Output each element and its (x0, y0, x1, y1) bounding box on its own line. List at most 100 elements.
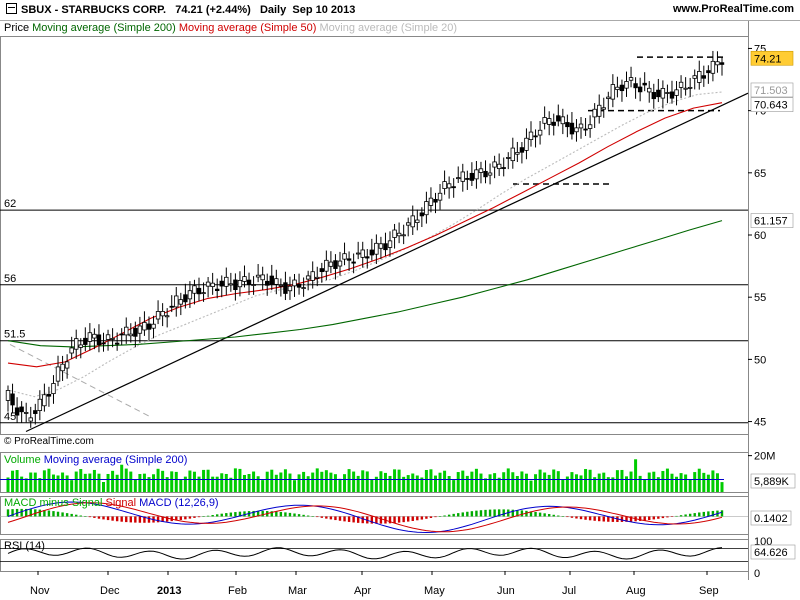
volume-bar (447, 476, 451, 492)
macd-hist-bar (329, 516, 333, 520)
candle-body (33, 410, 38, 414)
candle-body (183, 294, 188, 303)
macd-hist-bar (220, 513, 223, 517)
volume-bar (684, 474, 688, 492)
candle-body (624, 81, 629, 89)
candle-body (710, 60, 716, 74)
macd-hist-bar (670, 516, 674, 517)
candle-body (637, 86, 643, 93)
macd-hist-bar (352, 516, 355, 523)
macd-hist-bar (466, 511, 469, 517)
legend-macd-hist[interactable]: MACD minus Signal (4, 497, 103, 509)
macd-hist-bar (243, 511, 246, 517)
macd-hist-bar (125, 516, 128, 523)
macd-hist-bar (470, 511, 474, 517)
candle-body (697, 71, 702, 83)
candle-body (255, 274, 261, 278)
candle-body (556, 115, 561, 122)
candle-body (174, 295, 179, 308)
legend-macd-signal[interactable]: Signal (105, 497, 137, 509)
legend-ma200[interactable]: Moving average (Simple 200) (32, 22, 176, 34)
macd-hist-bar (106, 516, 110, 521)
volume-bar (629, 471, 633, 492)
collapse-icon[interactable] (6, 3, 17, 14)
horizontal-level-label: 56 (4, 273, 16, 285)
x-axis-label: Feb (228, 585, 247, 597)
x-axis-label: Sep (699, 585, 719, 597)
volume-bar (379, 471, 383, 492)
x-axis-label: Apr (354, 585, 371, 597)
macd-hist-bar (270, 511, 273, 517)
candle-body (501, 167, 506, 169)
legend-volume[interactable]: Volume (4, 454, 41, 466)
volume-bar (192, 471, 196, 492)
macd-hist-bar (61, 512, 64, 517)
macd-hist-bar (557, 515, 560, 517)
candle-body (719, 62, 725, 65)
candle-body (74, 338, 79, 350)
macd-hist-bar (411, 516, 414, 521)
macd-hist-bar (561, 516, 565, 517)
candle-body (342, 253, 347, 260)
x-axis-label: Jun (497, 585, 515, 597)
candle-body (83, 337, 88, 345)
candle-body (647, 87, 652, 93)
macd-hist-bar (648, 516, 651, 520)
macd-hist-bar (111, 516, 114, 521)
volume-bar (24, 478, 28, 492)
macd-hist-bar (11, 509, 14, 517)
price-tag-ma50 (750, 97, 794, 112)
candle-body (365, 256, 370, 259)
macd-hist-bar (288, 512, 292, 517)
volume-bar (393, 469, 397, 492)
candle-body (237, 279, 243, 288)
volume-bar (579, 475, 583, 492)
legend-ma50[interactable]: Moving average (Simple 50) (178, 22, 317, 34)
volume-bar (688, 479, 692, 492)
site-link[interactable]: www.ProRealTime.com (672, 3, 794, 15)
volume-bar (92, 469, 96, 492)
x-axis-label: Nov (30, 585, 50, 597)
candle-body (551, 121, 556, 126)
macd-hist-bar (38, 509, 42, 517)
legend-ma20[interactable]: Moving average (Simple 20) (319, 22, 458, 34)
candle-body (92, 333, 97, 339)
volume-bar (20, 476, 24, 492)
volume-bar (343, 474, 347, 492)
macd-hist-bar (334, 516, 337, 521)
legend-volume-ma[interactable]: Moving average (Simple 200) (43, 454, 188, 466)
candle-body (10, 393, 15, 406)
volume-bar (15, 470, 19, 492)
macd-hist-bar (657, 516, 660, 519)
volume-bar (51, 474, 55, 492)
candle-body (678, 81, 684, 88)
macd-hist-bar (538, 512, 542, 517)
x-axis-label: Jul (562, 585, 576, 597)
volume-bar (656, 477, 660, 492)
volume-bar (565, 476, 569, 492)
candle-body (23, 412, 29, 414)
volume-bar (79, 469, 83, 492)
macd-hist-bar (625, 516, 628, 522)
volume-bar (574, 474, 578, 492)
price-legend: Price Moving average (Simple 200) Moving… (4, 22, 457, 34)
macd-hist-bar (316, 516, 319, 518)
price-tick-label: 60 (754, 230, 766, 242)
volume-bar (106, 473, 110, 492)
volume-bar (233, 468, 237, 492)
rsi-legend[interactable]: RSI (14) (4, 540, 45, 552)
macd-hist-bar (511, 509, 515, 517)
candle-body (374, 242, 379, 255)
legend-macd-line[interactable]: MACD (12,26,9) (139, 497, 219, 509)
volume-bar (520, 471, 524, 492)
rsi-tag-label: 64.626 (754, 547, 788, 559)
macd-hist-bar (293, 513, 296, 517)
volume-bar (511, 472, 515, 492)
volume-bar (329, 472, 333, 492)
ma20-line (9, 91, 723, 398)
macd-hist-bar (84, 516, 87, 517)
volume-bar (302, 471, 306, 492)
macd-hist-bar (675, 515, 678, 517)
volume-bar (415, 475, 419, 492)
x-axis-label: Mar (288, 585, 307, 597)
